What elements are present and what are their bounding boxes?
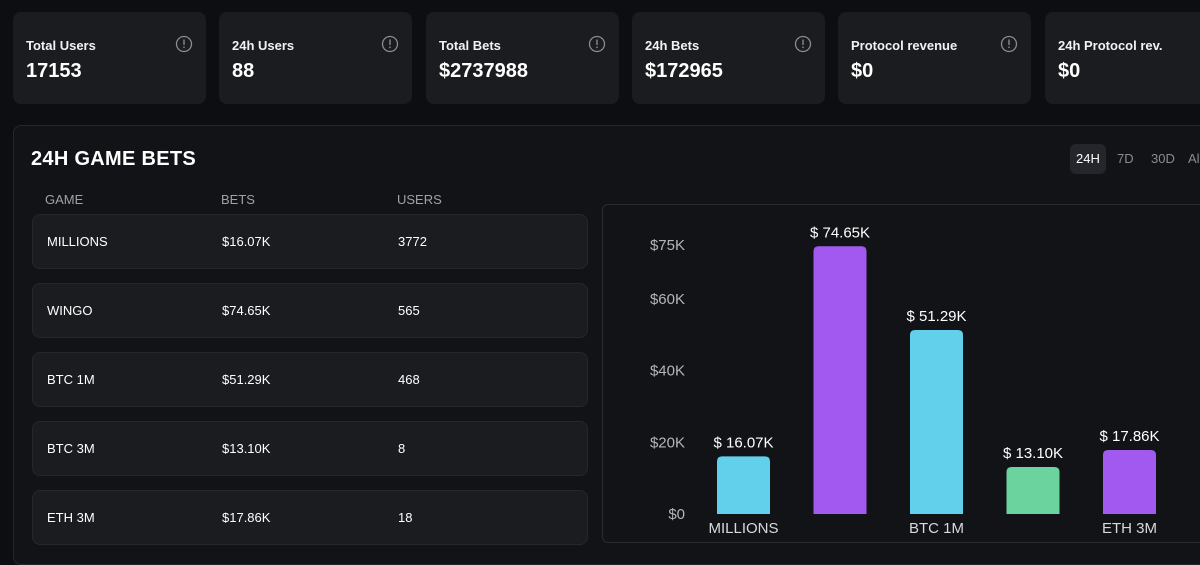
game-cell: WINGO	[47, 303, 93, 318]
x-tick-label: BTC 1M	[909, 520, 964, 537]
table-row[interactable]: ETH 3M $17.86K 18	[32, 490, 588, 545]
stat-card-protocol-revenue: Protocol revenue $0	[838, 12, 1031, 104]
stat-card-24h-protocol-rev: 24h Protocol rev. $0	[1045, 12, 1200, 104]
users-cell: 18	[398, 510, 413, 525]
x-tick-label: ETH 3M	[1102, 520, 1157, 537]
bets-cell: $13.10K	[222, 441, 271, 456]
tab-7d[interactable]: 7D	[1117, 151, 1134, 166]
y-tick-label: $40K	[650, 363, 685, 380]
info-icon[interactable]	[1000, 35, 1018, 53]
game-cell: ETH 3M	[47, 510, 95, 525]
table-row[interactable]: BTC 3M $13.10K 8	[32, 421, 588, 476]
stats-row: Total Users 17153 24h Users 88 Total Bet…	[13, 12, 1200, 104]
column-header-bets: BETS	[221, 192, 255, 207]
tab-all[interactable]: All	[1188, 151, 1200, 166]
stat-value: 88	[232, 60, 255, 82]
users-cell: 565	[398, 303, 420, 318]
info-icon[interactable]	[588, 35, 606, 53]
info-icon[interactable]	[381, 35, 399, 53]
data-label: $ 16.07K	[713, 434, 773, 451]
stat-value: $0	[1058, 60, 1081, 82]
stat-card-total-users: Total Users 17153	[13, 12, 206, 104]
game-bets-panel: 24H GAME BETS 24H 7D 30D All GAME BETS U…	[13, 125, 1200, 565]
stat-card-24h-users: 24h Users 88	[219, 12, 412, 104]
table-header: GAME BETS USERS	[14, 192, 574, 212]
stat-label: Total Users	[26, 38, 96, 53]
y-tick-label: $75K	[650, 237, 685, 254]
stat-card-total-bets: Total Bets $2737988	[426, 12, 619, 104]
stat-card-24h-bets: 24h Bets $172965	[632, 12, 825, 104]
data-label: $ 51.29K	[906, 308, 966, 325]
x-tick-label: MILLIONS	[708, 520, 778, 537]
data-label: $ 13.10K	[1003, 445, 1063, 462]
y-tick-label: $20K	[650, 434, 685, 451]
column-header-users: USERS	[397, 192, 442, 207]
stat-value: 17153	[26, 60, 82, 82]
stat-label: 24h Bets	[645, 38, 700, 53]
tab-24h[interactable]: 24H	[1070, 144, 1106, 174]
bar-millions[interactable]	[717, 456, 770, 514]
bets-bar-chart: $0 $20K $40K $60K $75K $ 16.07K MILLIONS $ 74.6…	[602, 204, 1200, 543]
table-row[interactable]: WINGO $74.65K 565	[32, 283, 588, 338]
game-cell: BTC 1M	[47, 372, 95, 387]
users-cell: 3772	[398, 234, 427, 249]
stat-label: Protocol revenue	[851, 38, 958, 53]
stat-label: Total Bets	[439, 38, 501, 53]
column-header-game: GAME	[45, 192, 84, 207]
range-tabs: 24H 7D 30D All	[1070, 144, 1200, 174]
stat-value: $2737988	[439, 60, 528, 82]
stat-value: $172965	[645, 60, 723, 82]
users-cell: 468	[398, 372, 420, 387]
stat-value: $0	[851, 60, 874, 82]
data-label: $ 17.86K	[1099, 428, 1159, 445]
game-cell: BTC 3M	[47, 441, 95, 456]
users-cell: 8	[398, 441, 406, 456]
table-row[interactable]: BTC 1M $51.29K 468	[32, 352, 588, 407]
chart-canvas: $0 $20K $40K $60K $75K $ 16.07K MILLIONS $ 74.6…	[650, 224, 1160, 537]
bar-wingo[interactable]	[813, 246, 867, 514]
bar-eth-3m[interactable]	[1103, 449, 1156, 514]
panel-title: 24H GAME BETS	[31, 148, 197, 170]
y-tick-label: $0	[668, 506, 685, 523]
bets-cell: $51.29K	[222, 372, 271, 387]
bets-cell: $17.86K	[222, 510, 271, 525]
game-cell: MILLIONS	[47, 234, 108, 249]
info-icon[interactable]	[175, 35, 193, 53]
stat-label: 24h Protocol rev.	[1058, 38, 1163, 53]
bar-btc-1m[interactable]	[910, 330, 963, 514]
y-tick-label: $60K	[650, 291, 685, 308]
data-label: $ 74.65K	[810, 224, 870, 241]
bets-cell: $74.65K	[222, 303, 271, 318]
bar-btc-3m[interactable]	[1006, 467, 1060, 514]
table-row[interactable]: MILLIONS $16.07K 3772	[32, 214, 588, 269]
info-icon[interactable]	[794, 35, 812, 53]
stat-label: 24h Users	[232, 38, 295, 53]
tab-30d[interactable]: 30D	[1151, 151, 1175, 166]
bets-cell: $16.07K	[222, 234, 271, 249]
